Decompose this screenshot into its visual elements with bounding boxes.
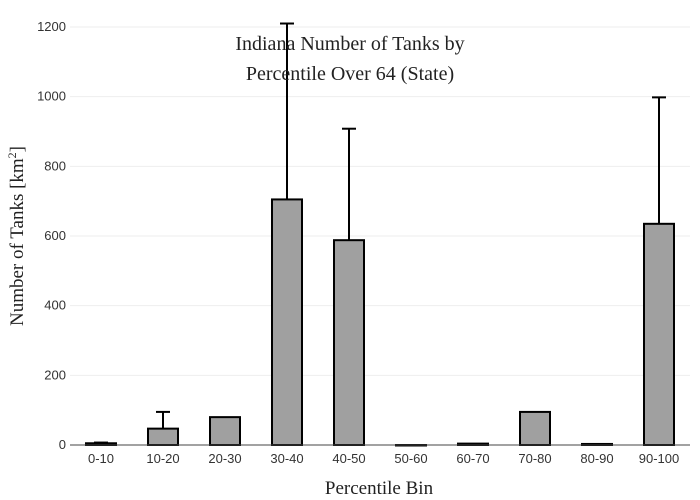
x-tick-label: 0-10 xyxy=(88,451,114,466)
x-tick-label: 10-20 xyxy=(146,451,179,466)
bar xyxy=(209,416,241,446)
y-tick-labels: 0 200 400 600 800 1000 1200 xyxy=(37,19,66,452)
x-tick-label: 60-70 xyxy=(456,451,489,466)
x-tick-labels: 0-10 10-20 20-30 30-40 40-50 50-60 60-70 70-80 8… xyxy=(88,451,679,466)
x-tick-label: 70-80 xyxy=(518,451,551,466)
grid xyxy=(70,26,690,376)
y-axis-title-sup: 2 xyxy=(5,152,19,158)
x-tick-label: 20-30 xyxy=(208,451,241,466)
error-bars xyxy=(94,22,666,444)
bar xyxy=(333,239,365,446)
bar xyxy=(643,222,675,446)
y-axis-title: Number of Tanks [km2] xyxy=(5,146,28,326)
y-tick-label: 800 xyxy=(44,158,66,173)
y-axis-title-main: Number of Tanks [km xyxy=(7,158,28,326)
x-tick-label: 50-60 xyxy=(394,451,427,466)
x-tick-label: 30-40 xyxy=(270,451,303,466)
y-tick-label: 1200 xyxy=(37,19,66,34)
y-tick-label: 600 xyxy=(44,228,66,243)
chart-title-line-1: Indiana Number of Tanks by xyxy=(235,33,464,55)
bar xyxy=(147,427,179,446)
y-tick-label: 200 xyxy=(44,367,66,382)
y-tick-label: 0 xyxy=(59,437,66,452)
y-tick-label: 1000 xyxy=(37,89,66,104)
x-tick-label: 40-50 xyxy=(332,451,365,466)
y-axis-title-end: ] xyxy=(7,146,28,152)
x-tick-label: 90-100 xyxy=(639,451,679,466)
chart-title-line-2: Percentile Over 64 (State) xyxy=(246,63,454,85)
bar xyxy=(519,410,551,446)
y-tick-label: 400 xyxy=(44,298,66,313)
bar xyxy=(271,198,303,446)
x-axis-title: Percentile Bin xyxy=(325,478,434,499)
x-tick-label: 80-90 xyxy=(580,451,613,466)
bars xyxy=(85,198,675,447)
